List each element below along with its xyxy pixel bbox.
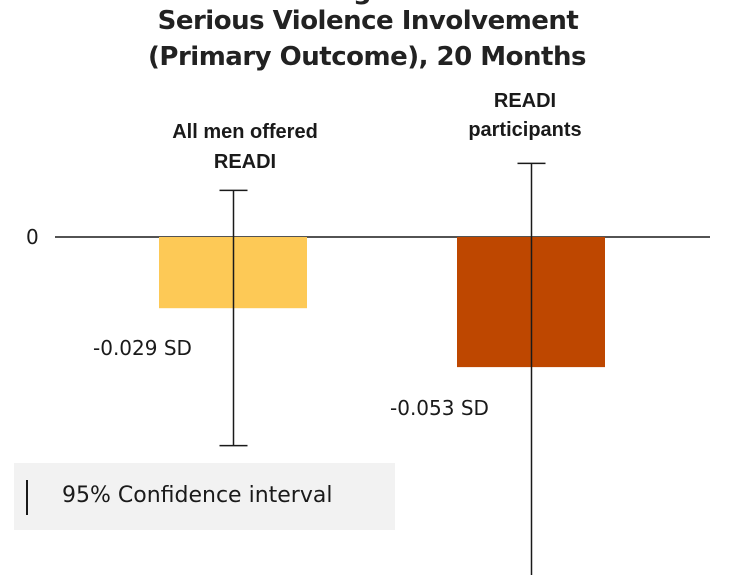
legend: 95% Confidence interval — [14, 463, 395, 530]
chart-subtitle: (Primary Outcome), 20 Months — [148, 42, 586, 72]
category-label-2-line-2: participants — [468, 119, 581, 141]
category-label-2-line-1: READI — [494, 90, 556, 112]
legend-label: 95% Confidence interval — [62, 483, 333, 508]
legend-ci-line-icon — [26, 480, 28, 515]
category-label-1-line-1: All men offered — [172, 121, 318, 143]
chart-title: Serious Violence Involvement — [157, 6, 579, 36]
value-label-1: -0.029 SD — [93, 336, 192, 360]
zero-tick-label: 0 — [26, 225, 39, 249]
value-label-2: -0.053 SD — [390, 396, 489, 420]
category-label-1-line-2: READI — [214, 151, 276, 173]
chart-title-partial: g — [0, 0, 733, 6]
